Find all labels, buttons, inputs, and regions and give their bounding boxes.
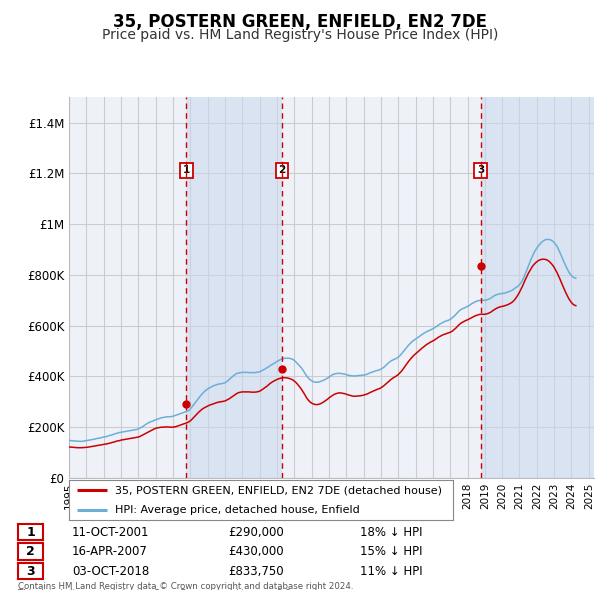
- Text: 35, POSTERN GREEN, ENFIELD, EN2 7DE (detached house): 35, POSTERN GREEN, ENFIELD, EN2 7DE (det…: [115, 486, 442, 495]
- Bar: [481, 97, 594, 478]
- Text: 11-OCT-2001: 11-OCT-2001: [72, 526, 149, 539]
- Text: 35, POSTERN GREEN, ENFIELD, EN2 7DE: 35, POSTERN GREEN, ENFIELD, EN2 7DE: [113, 13, 487, 31]
- Text: 3: 3: [477, 165, 484, 175]
- Text: 2: 2: [278, 165, 286, 175]
- Text: £290,000: £290,000: [228, 526, 284, 539]
- Text: 11% ↓ HPI: 11% ↓ HPI: [360, 565, 422, 578]
- Text: 03-OCT-2018: 03-OCT-2018: [72, 565, 149, 578]
- Text: Contains HM Land Registry data © Crown copyright and database right 2024.: Contains HM Land Registry data © Crown c…: [18, 582, 353, 590]
- Bar: [187, 97, 282, 478]
- Text: £430,000: £430,000: [228, 545, 284, 558]
- Text: 2: 2: [26, 545, 35, 558]
- Text: £833,750: £833,750: [228, 565, 284, 578]
- Text: 3: 3: [26, 565, 35, 578]
- Text: 15% ↓ HPI: 15% ↓ HPI: [360, 545, 422, 558]
- Text: HPI: Average price, detached house, Enfield: HPI: Average price, detached house, Enfi…: [115, 506, 360, 515]
- Text: This data is licensed under the Open Government Licence v3.0.: This data is licensed under the Open Gov…: [18, 589, 293, 590]
- Text: 1: 1: [26, 526, 35, 539]
- Text: 18% ↓ HPI: 18% ↓ HPI: [360, 526, 422, 539]
- Text: Price paid vs. HM Land Registry's House Price Index (HPI): Price paid vs. HM Land Registry's House …: [102, 28, 498, 42]
- Text: 1: 1: [183, 165, 190, 175]
- Text: 16-APR-2007: 16-APR-2007: [72, 545, 148, 558]
